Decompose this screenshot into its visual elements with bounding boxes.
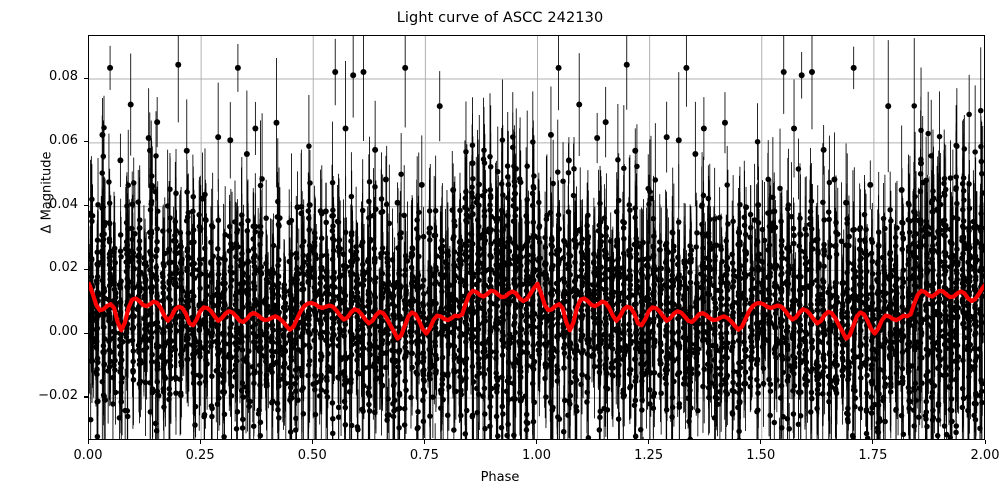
- y-tick-mark: [84, 396, 88, 398]
- y-tick-mark: [84, 268, 88, 270]
- y-tick-label: 0.00: [0, 324, 78, 339]
- x-tick-mark: [87, 440, 89, 444]
- y-tick-label: −0.02: [0, 388, 78, 403]
- x-tick-label: 1.50: [721, 448, 801, 463]
- x-tick-label: 0.00: [48, 448, 128, 463]
- x-tick-mark: [984, 440, 986, 444]
- x-axis-label: Phase: [0, 470, 1000, 485]
- x-tick-mark: [872, 440, 874, 444]
- model-curve: [89, 281, 984, 341]
- chart-title: Light curve of ASCC 242130: [0, 10, 1000, 26]
- y-tick-label: 0.02: [0, 260, 78, 275]
- plot-canvas: [89, 36, 984, 439]
- y-tick-label: 0.04: [0, 197, 78, 212]
- x-tick-label: 1.25: [609, 448, 689, 463]
- x-tick-label: 0.50: [272, 448, 352, 463]
- y-axis-label: Δ Magnitude: [40, 118, 55, 268]
- x-tick-mark: [311, 440, 313, 444]
- x-tick-label: 0.25: [160, 448, 240, 463]
- x-tick-label: 2.00: [945, 448, 1000, 463]
- y-tick-label: 0.08: [0, 69, 78, 84]
- x-tick-label: 1.75: [833, 448, 913, 463]
- y-tick-mark: [84, 205, 88, 207]
- plot-area: [88, 35, 985, 440]
- y-tick-mark: [84, 77, 88, 79]
- y-tick-label: 0.06: [0, 133, 78, 148]
- x-tick-label: 1.00: [497, 448, 577, 463]
- x-tick-mark: [760, 440, 762, 444]
- x-tick-mark: [648, 440, 650, 444]
- x-tick-mark: [199, 440, 201, 444]
- x-tick-mark: [423, 440, 425, 444]
- x-tick-mark: [536, 440, 538, 444]
- y-tick-mark: [84, 141, 88, 143]
- x-tick-label: 0.75: [384, 448, 464, 463]
- y-tick-mark: [84, 332, 88, 334]
